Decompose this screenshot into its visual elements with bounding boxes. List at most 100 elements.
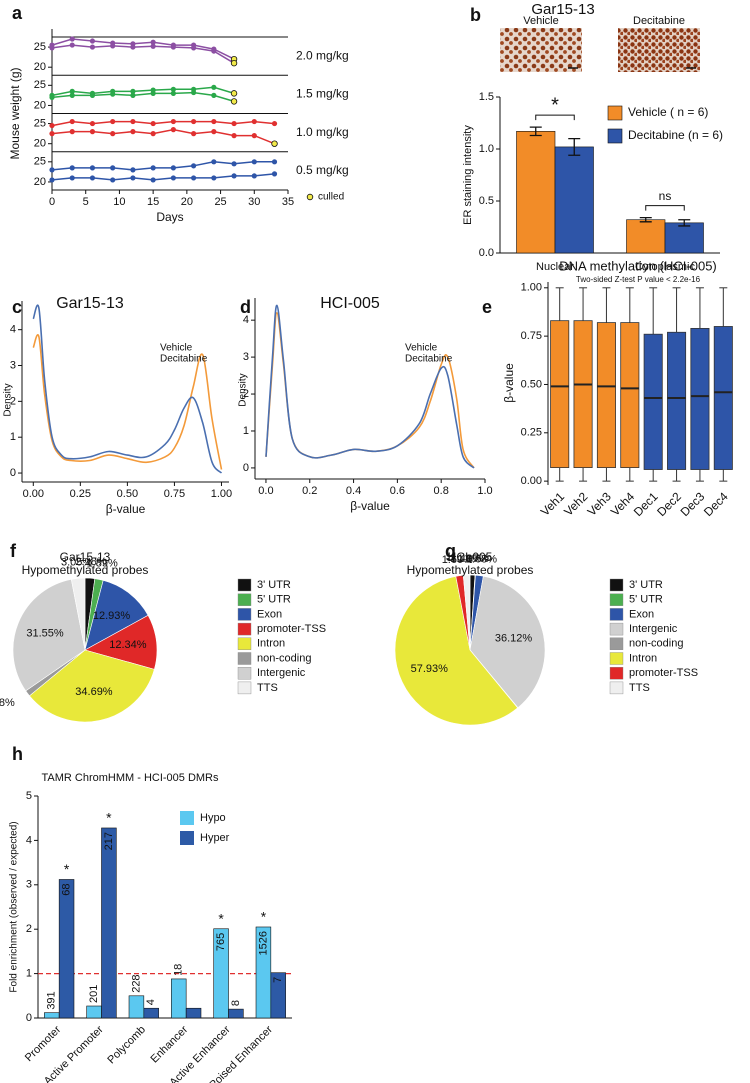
x-tick-label: Dec3 [678,489,708,519]
significance-bracket [535,114,575,121]
weight-point [191,163,197,169]
legend-label: culled [318,192,344,203]
count-label: 217 [103,832,115,850]
legend-swatch [237,681,252,695]
legend-swatch [180,811,194,825]
weight-point [211,175,217,181]
weight-point [271,159,278,165]
legend-marker [306,193,314,201]
legend-label: non-coding [629,638,683,650]
significance-star: * [106,810,112,826]
group-label: 1.0 mg/kg [296,125,349,139]
y-tick-label: 25 [34,156,46,168]
y-tick-label: 2 [243,388,249,400]
weight-point [150,177,156,183]
count-label: 7 [272,977,284,983]
y-tick-label: 20 [34,61,46,73]
pie-slice [84,579,149,651]
legend-swatch [237,622,252,636]
ihc-image [618,28,700,72]
panel-letter: a [12,3,23,23]
weight-point [231,173,237,179]
y-tick-label: 0.25 [521,427,542,439]
x-tick-label: 5 [83,196,89,208]
legend-swatch [609,593,624,606]
box [667,331,687,470]
weight-point [191,175,197,181]
error-bar [529,126,542,137]
legend-swatch [237,608,252,621]
value-label: 3.05% [61,556,92,568]
pie-slice [12,578,86,692]
legend-swatch [237,593,252,606]
error-bar [678,219,691,227]
significance-label: ns [659,189,672,203]
y-tick-label: 1 [26,968,32,980]
weight-point [191,131,197,137]
legend-swatch [607,105,623,121]
y-tick-label: 25 [34,41,46,53]
bar [171,978,187,1019]
y-tick-label: 0 [10,467,16,479]
x-tick-label: 0.50 [117,488,138,500]
bar [128,995,145,1019]
weight-point [110,131,116,137]
y-tick-label: 1 [243,425,249,437]
chart-title: DNA methylation (HCI-005) [559,258,717,273]
significance-star: * [261,909,267,925]
y-tick-label: 0.5 [479,195,494,207]
significance-label: * [551,94,559,116]
y-tick-label: 5 [26,790,32,802]
weight-point [69,175,75,181]
bar [143,1007,159,1019]
legend-swatch [237,652,252,665]
y-tick-label: 0.00 [521,475,542,487]
value-label: 1.38% [0,697,15,709]
pie-slice [469,575,546,709]
chart-title: Gar15-13 [56,295,124,312]
ihc-image [500,28,582,72]
weight-point [69,92,75,98]
legend-swatch [609,608,624,621]
significance-bracket [645,205,685,211]
x-axis-label: Days [156,210,183,224]
weight-point [251,173,257,179]
chart-title: HCI-005 [448,550,493,564]
y-tick-label: 0.0 [479,247,494,259]
panel-letter: h [12,744,23,764]
density-line [32,334,223,470]
chart-subtitle: Hypomethylated probes [22,563,149,577]
legend-label: non-coding [257,652,311,664]
legend-label: Intergenic [257,667,306,679]
weight-line [51,44,235,64]
bar [516,131,556,254]
group-label: 2.0 mg/kg [296,48,349,62]
x-tick-label: Polycomb [105,1024,148,1067]
y-tick-label: 1.5 [479,91,494,103]
weight-point [211,48,217,54]
x-tick-label: 35 [282,196,294,208]
legend-swatch [237,637,252,650]
x-axis-label: β-value [106,502,146,516]
box [643,333,663,470]
x-tick-label: Veh1 [538,489,567,518]
weight-point [231,133,237,139]
weight-point [89,92,96,98]
legend-label: 5' UTR [257,594,291,606]
bar [626,219,666,254]
count-label: 228 [130,974,142,992]
weight-line [51,86,235,97]
culled-point [230,90,238,97]
box [573,320,593,468]
legend-label: Vehicle [405,343,438,354]
weight-point [49,122,55,129]
value-label: 34.69% [75,686,113,698]
legend-swatch [609,667,624,680]
x-tick-label: Enhancer [149,1023,191,1065]
y-tick-label: 20 [34,99,46,111]
panel-letter: e [482,297,492,317]
bar [185,1007,202,1019]
significance-star: * [218,910,224,926]
value-label: 36.12% [495,632,533,644]
legend-label: 3' UTR [629,579,663,591]
